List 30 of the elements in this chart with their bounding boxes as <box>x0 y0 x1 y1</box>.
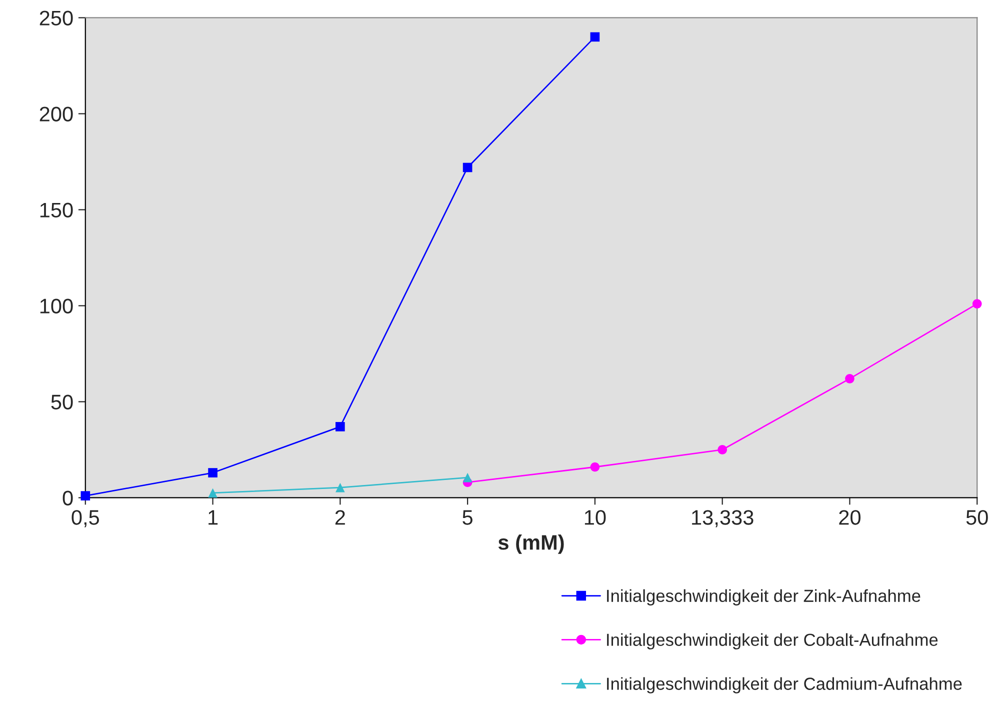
legend-label: Initialgeschwindigkeit der Cadmium-Aufnahme <box>607 677 962 694</box>
legend-label: Initialgeschwindigkeit der Cobalt-Aufnahme <box>607 633 938 650</box>
point <box>718 445 727 454</box>
x-tick-label: 5 <box>462 510 472 525</box>
x-axis-title: s (mM) <box>498 534 564 554</box>
point <box>972 299 982 308</box>
x-tick-label: 50 <box>966 510 988 525</box>
point <box>845 374 854 384</box>
y-tick-label: 50 <box>51 394 73 410</box>
legend-label: Initialgeschwindigkeit der Zink-Aufnahme <box>607 589 920 606</box>
point <box>462 472 472 482</box>
x-tick-label: 20 <box>839 510 860 525</box>
y-tick-label: 100 <box>40 298 73 314</box>
x-tick-label: 0,5 <box>72 510 100 528</box>
point <box>208 468 218 478</box>
y-tick-label: 150 <box>40 202 73 218</box>
x-tick-label: 2 <box>335 510 345 525</box>
x-tick-label: 1 <box>208 510 218 525</box>
x-tick-label: 13,333 <box>692 510 754 528</box>
point <box>208 488 218 498</box>
y-tick-label: 0 <box>62 490 73 506</box>
point <box>336 422 345 432</box>
y-tick-label: 200 <box>40 106 73 122</box>
point <box>336 482 345 492</box>
point <box>590 462 600 472</box>
y-tick-label: 250 <box>40 10 73 26</box>
point <box>590 32 600 42</box>
point <box>462 162 472 172</box>
point <box>80 491 90 500</box>
x-tick-label: 10 <box>584 510 606 525</box>
